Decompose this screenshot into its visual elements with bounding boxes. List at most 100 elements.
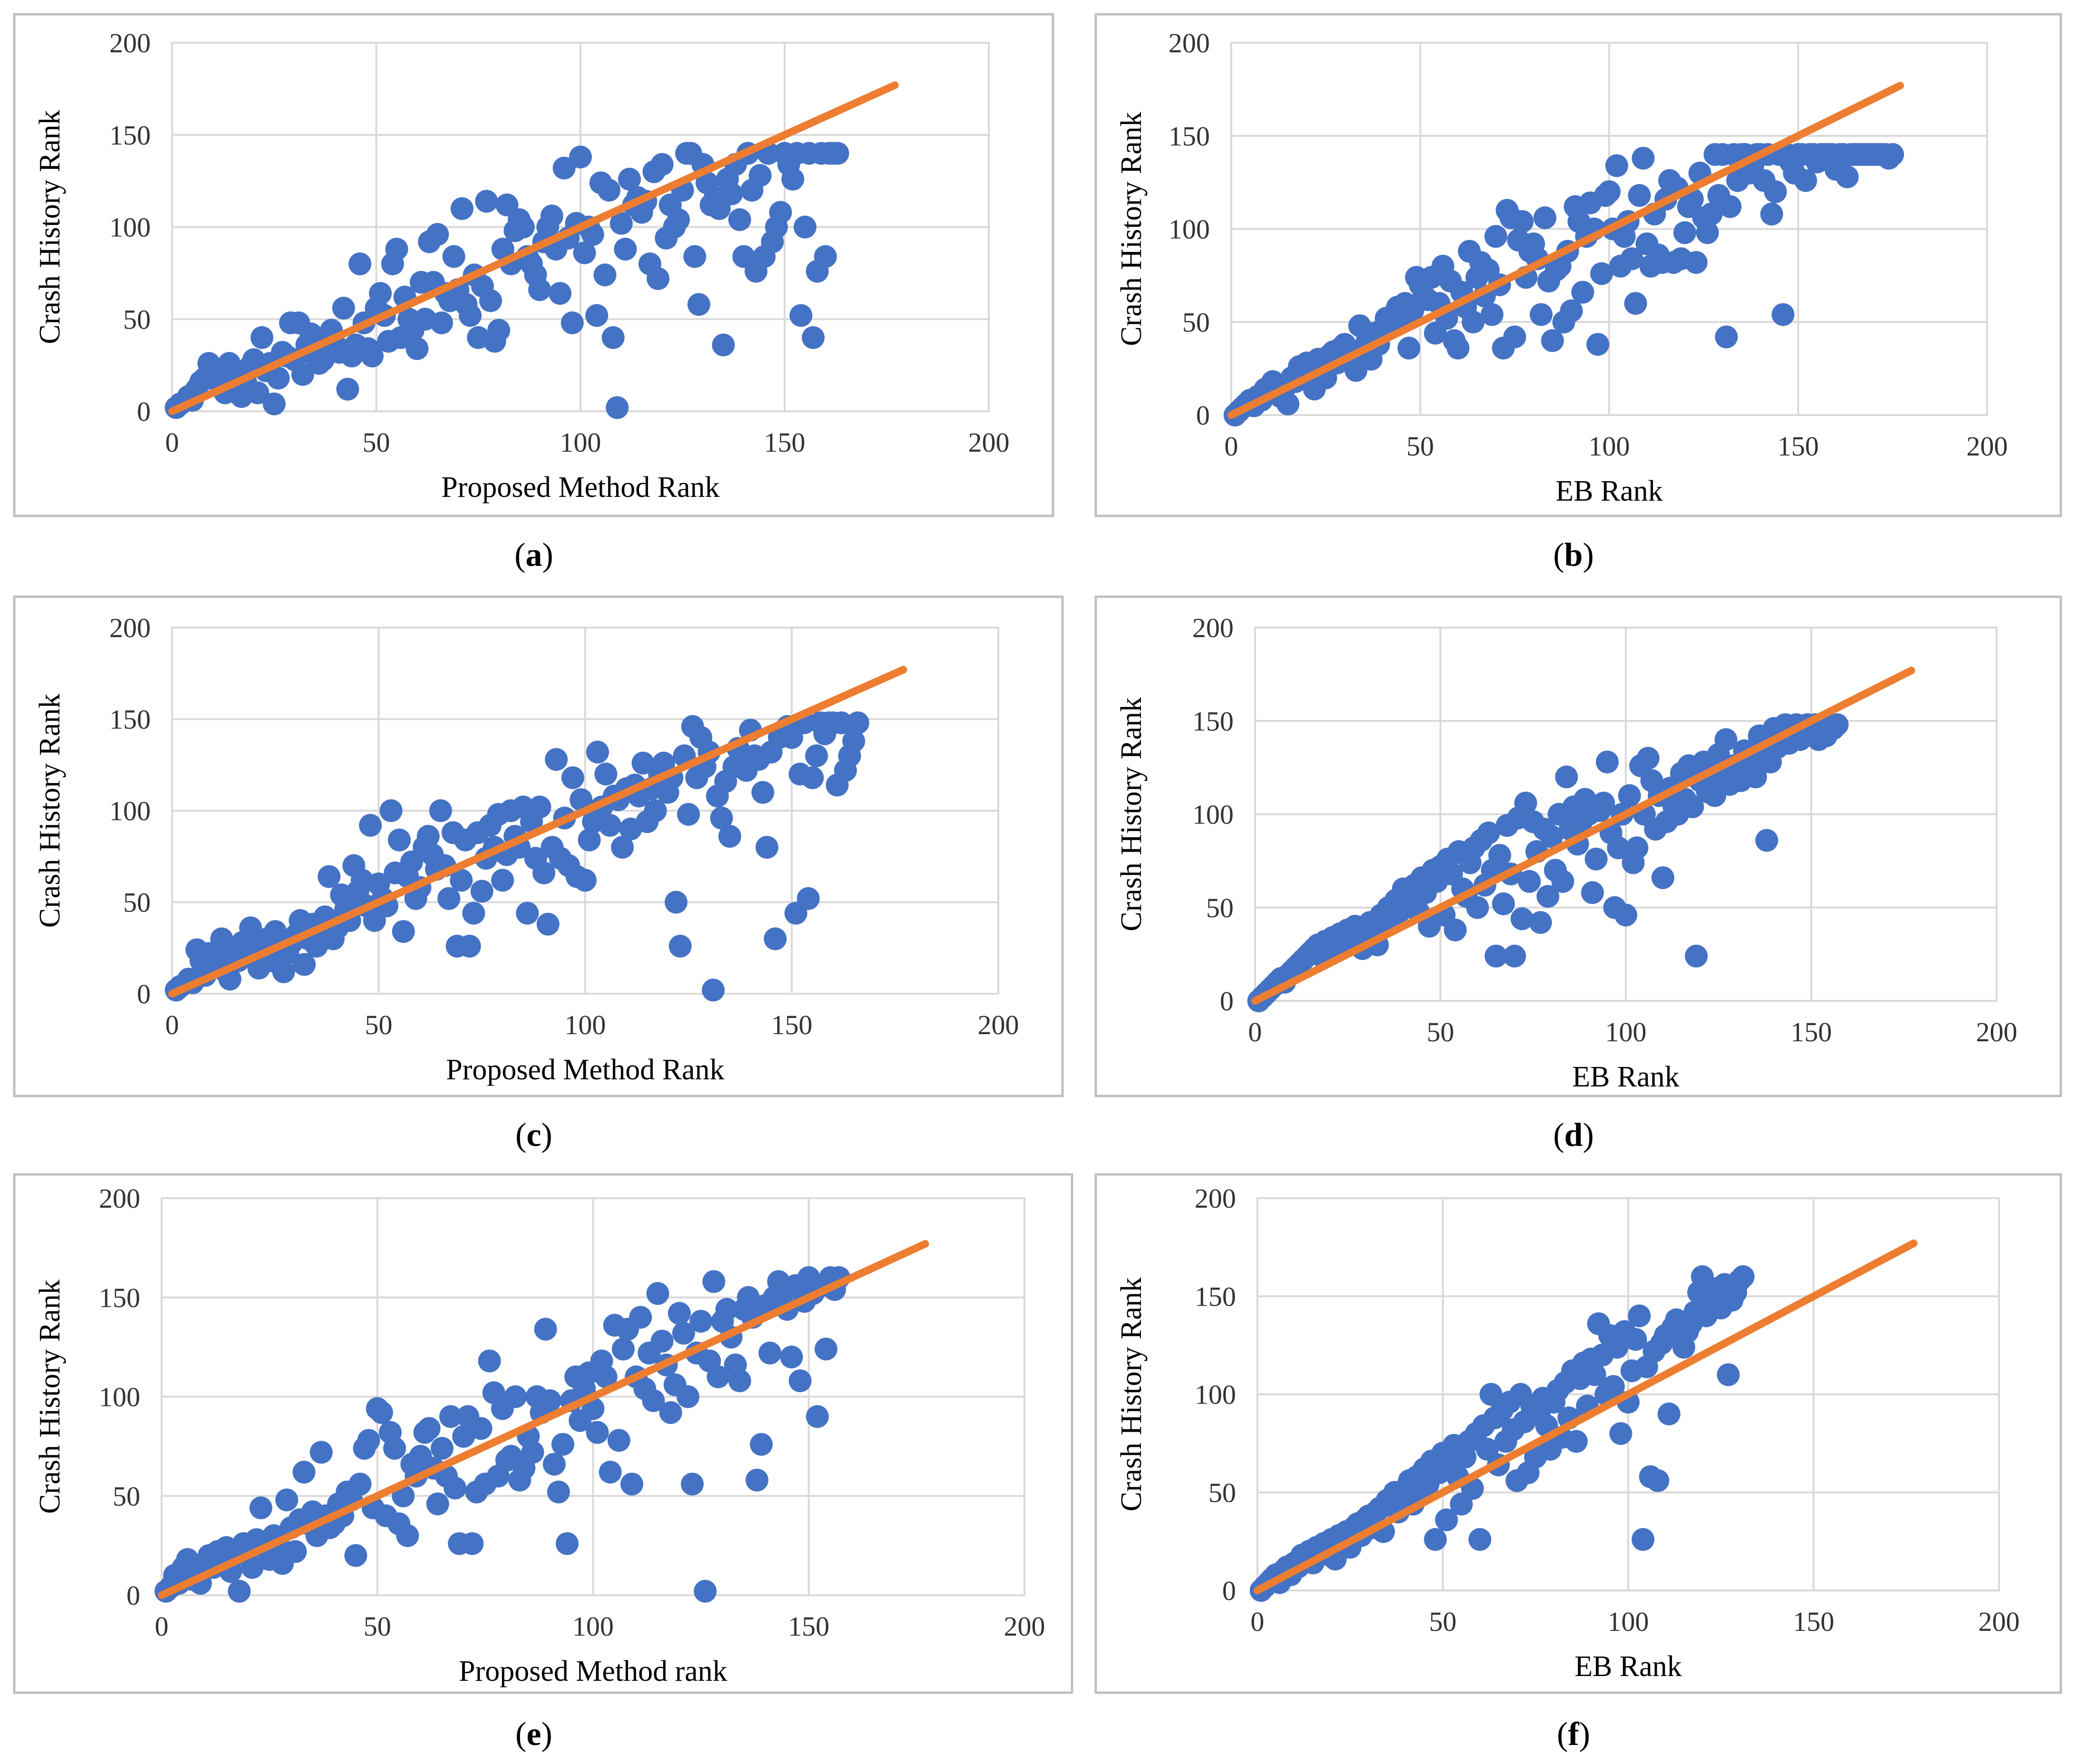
x-tick-label: 50 <box>365 1009 393 1040</box>
data-point <box>491 869 514 892</box>
data-point <box>1607 836 1630 860</box>
data-point <box>357 1429 380 1452</box>
data-point <box>573 241 596 264</box>
data-point <box>293 953 316 976</box>
data-point <box>801 326 825 349</box>
data-point <box>647 267 670 290</box>
data-point <box>607 1429 630 1452</box>
data-point <box>1461 310 1485 334</box>
data-point <box>737 1286 760 1309</box>
data-point <box>689 1309 713 1333</box>
reference-line <box>1254 1239 1918 1594</box>
data-point <box>601 326 625 349</box>
data-point <box>594 1365 618 1388</box>
data-point <box>450 869 473 892</box>
data-point <box>406 337 429 360</box>
data-point <box>620 1473 644 1496</box>
data-point <box>528 795 551 819</box>
data-point <box>516 901 539 925</box>
data-point <box>842 729 865 753</box>
data-point <box>801 766 824 789</box>
data-point <box>512 215 535 239</box>
data-point <box>478 1349 501 1373</box>
data-point <box>475 190 498 213</box>
caption-close-paren: ) <box>542 537 553 573</box>
data-point <box>1584 847 1608 871</box>
y-tick-label: 200 <box>1195 1183 1236 1214</box>
y-tick-label: 150 <box>1195 1281 1236 1312</box>
data-point <box>1447 337 1469 360</box>
y-tick-label: 100 <box>1195 1379 1236 1410</box>
y-tick-label: 50 <box>1206 892 1234 923</box>
data-point <box>745 1468 769 1492</box>
data-point <box>728 1369 752 1393</box>
chart-panel-e: 0 50 100 150 200 0 50 100 150 200 Proposed Method … <box>13 1173 1073 1753</box>
data-point <box>430 1437 454 1460</box>
x-tick-label: 200 <box>978 1009 1019 1040</box>
data-point <box>751 781 774 804</box>
data-point <box>1397 337 1420 360</box>
data-point <box>1484 225 1507 248</box>
data-point <box>1540 825 1563 848</box>
x-tick-label: 0 <box>165 1009 179 1040</box>
data-point <box>826 142 850 165</box>
data-point <box>439 1405 463 1428</box>
data-point <box>450 197 473 220</box>
y-tick-label: 50 <box>123 304 151 335</box>
data-point <box>781 167 804 191</box>
data-point <box>748 164 772 187</box>
data-point <box>644 799 667 822</box>
data-point <box>806 1405 829 1428</box>
caption-letter: d <box>1564 1117 1583 1153</box>
chart-panel-c: 0 50 100 150 200 0 50 100 150 200 Proposed Method … <box>13 595 1064 1153</box>
caption-letter: f <box>1568 1716 1579 1753</box>
y-tick-label: 200 <box>1168 28 1210 58</box>
data-point <box>1628 1304 1651 1328</box>
x-tick-label: 100 <box>560 427 601 458</box>
data-point <box>532 861 556 884</box>
data-point <box>1636 746 1660 770</box>
data-point <box>561 766 584 789</box>
data-point <box>267 367 290 390</box>
data-point <box>672 1321 695 1345</box>
x-tick-label: 50 <box>1427 1017 1454 1047</box>
panel-caption: (d) <box>1553 1117 1594 1153</box>
data-point <box>1760 203 1783 226</box>
data-point <box>538 1389 561 1412</box>
y-tick-label: 200 <box>109 28 151 58</box>
data-point <box>668 1302 691 1325</box>
data-point <box>769 201 792 224</box>
data-point <box>594 763 618 785</box>
data-point <box>292 1461 316 1484</box>
data-point <box>1598 180 1621 204</box>
data-point <box>797 887 820 910</box>
data-point <box>574 869 597 892</box>
y-axis-label: Crash History Rank <box>34 1279 66 1514</box>
data-point <box>570 788 593 811</box>
caption-open-paren: ( <box>1553 1117 1564 1153</box>
data-point <box>667 208 690 231</box>
caption-letter: a <box>526 537 542 573</box>
data-point <box>379 799 403 822</box>
y-tick-label: 100 <box>99 1382 140 1413</box>
x-tick-label: 100 <box>1608 1606 1649 1637</box>
y-tick-label: 50 <box>1182 307 1210 338</box>
x-tick-label: 200 <box>1976 1017 2018 1047</box>
data-point <box>581 223 604 246</box>
caption-close-paren: ) <box>1583 537 1593 573</box>
panel-caption: (a) <box>514 537 553 573</box>
data-point <box>1628 184 1651 207</box>
data-point <box>1551 870 1574 893</box>
data-point <box>1590 262 1613 285</box>
x-tick-label: 150 <box>764 427 805 458</box>
data-point <box>228 1580 251 1603</box>
data-point <box>789 304 812 327</box>
y-tick-label: 0 <box>137 979 151 1009</box>
data-point <box>702 979 725 1002</box>
data-point <box>1609 1422 1632 1445</box>
data-point <box>1646 1469 1670 1492</box>
y-tick-label: 150 <box>1192 706 1234 737</box>
caption-open-paren: ( <box>1553 537 1564 573</box>
x-tick-label: 0 <box>1251 1606 1265 1637</box>
data-point <box>659 1401 682 1424</box>
